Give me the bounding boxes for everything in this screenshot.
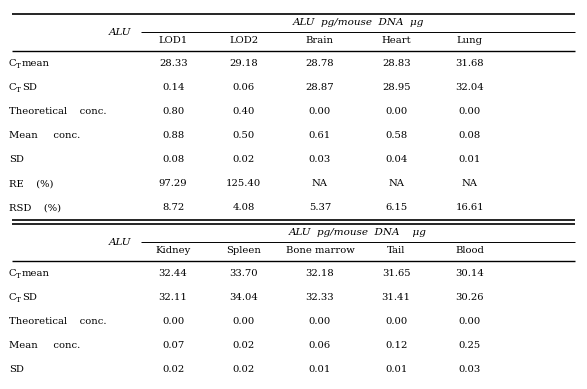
Text: 0.03: 0.03 [309, 155, 331, 164]
Text: 32.18: 32.18 [306, 268, 334, 278]
Text: 32.11: 32.11 [158, 293, 188, 302]
Text: 28.95: 28.95 [382, 82, 410, 92]
Text: T: T [16, 62, 21, 70]
Text: 0.02: 0.02 [162, 365, 184, 374]
Text: 32.04: 32.04 [456, 82, 484, 92]
Text: 0.00: 0.00 [385, 317, 407, 326]
Text: Kidney: Kidney [156, 246, 191, 255]
Text: Bone marrow: Bone marrow [285, 246, 355, 255]
Text: 4.08: 4.08 [232, 203, 255, 212]
Text: 0.00: 0.00 [458, 317, 481, 326]
Text: 125.40: 125.40 [226, 179, 261, 188]
Text: ALU  pg/mouse  DNA  μg: ALU pg/mouse DNA μg [292, 18, 424, 26]
Text: 30.14: 30.14 [455, 268, 484, 278]
Text: SD: SD [9, 365, 23, 374]
Text: 0.40: 0.40 [232, 107, 255, 116]
Text: 0.88: 0.88 [162, 131, 184, 140]
Text: 32.33: 32.33 [306, 293, 334, 302]
Text: SD: SD [22, 82, 36, 92]
Text: 28.83: 28.83 [382, 58, 410, 68]
Text: 0.08: 0.08 [162, 155, 184, 164]
Text: LOD2: LOD2 [229, 36, 258, 45]
Text: ALU  pg/mouse  DNA    μg: ALU pg/mouse DNA μg [289, 228, 427, 237]
Text: 8.72: 8.72 [162, 203, 184, 212]
Text: Blood: Blood [455, 246, 484, 255]
Text: 0.00: 0.00 [458, 107, 481, 116]
Text: 28.87: 28.87 [306, 82, 334, 92]
Text: C: C [9, 268, 16, 278]
Text: 28.33: 28.33 [159, 58, 187, 68]
Text: mean: mean [22, 268, 50, 278]
Text: 0.80: 0.80 [162, 107, 184, 116]
Text: 32.44: 32.44 [158, 268, 188, 278]
Text: NA: NA [461, 179, 478, 188]
Text: 0.07: 0.07 [162, 341, 184, 350]
Text: 0.12: 0.12 [385, 341, 407, 350]
Text: 0.01: 0.01 [309, 365, 331, 374]
Text: C: C [9, 58, 16, 68]
Text: 0.02: 0.02 [232, 155, 255, 164]
Text: 0.58: 0.58 [385, 131, 407, 140]
Text: 0.01: 0.01 [385, 365, 407, 374]
Text: Lung: Lung [457, 36, 483, 45]
Text: SD: SD [22, 293, 36, 302]
Text: 29.18: 29.18 [230, 58, 258, 68]
Text: 34.04: 34.04 [229, 293, 258, 302]
Text: 31.41: 31.41 [382, 293, 411, 302]
Text: mean: mean [22, 58, 50, 68]
Text: Theoretical    conc.: Theoretical conc. [9, 317, 106, 326]
Text: 0.01: 0.01 [458, 155, 481, 164]
Text: ALU: ALU [109, 238, 131, 247]
Text: 0.03: 0.03 [458, 365, 481, 374]
Text: T: T [16, 296, 21, 304]
Text: 0.02: 0.02 [232, 341, 255, 350]
Text: 0.08: 0.08 [458, 131, 481, 140]
Text: 0.04: 0.04 [385, 155, 407, 164]
Text: RSD    (%): RSD (%) [9, 203, 61, 212]
Text: Mean     conc.: Mean conc. [9, 341, 80, 350]
Text: T: T [16, 272, 21, 280]
Text: RE    (%): RE (%) [9, 179, 53, 188]
Text: 0.02: 0.02 [232, 365, 255, 374]
Text: Mean     conc.: Mean conc. [9, 131, 80, 140]
Text: 0.00: 0.00 [162, 317, 184, 326]
Text: 31.65: 31.65 [382, 268, 410, 278]
Text: 6.15: 6.15 [385, 203, 407, 212]
Text: C: C [9, 293, 16, 302]
Text: 0.00: 0.00 [309, 317, 331, 326]
Text: ALU: ALU [109, 28, 131, 37]
Text: 0.14: 0.14 [162, 82, 184, 92]
Text: LOD1: LOD1 [158, 36, 188, 45]
Text: 0.50: 0.50 [232, 131, 255, 140]
Text: Brain: Brain [306, 36, 334, 45]
Text: Spleen: Spleen [226, 246, 261, 255]
Text: C: C [9, 82, 16, 92]
Text: Tail: Tail [387, 246, 406, 255]
Text: 0.00: 0.00 [309, 107, 331, 116]
Text: 31.68: 31.68 [456, 58, 484, 68]
Text: 30.26: 30.26 [456, 293, 484, 302]
Text: 28.78: 28.78 [306, 58, 334, 68]
Text: 0.61: 0.61 [309, 131, 331, 140]
Text: NA: NA [388, 179, 404, 188]
Text: Heart: Heart [382, 36, 411, 45]
Text: SD: SD [9, 155, 23, 164]
Text: NA: NA [312, 179, 328, 188]
Text: T: T [16, 86, 21, 94]
Text: 97.29: 97.29 [159, 179, 187, 188]
Text: Theoretical    conc.: Theoretical conc. [9, 107, 106, 116]
Text: 0.25: 0.25 [458, 341, 481, 350]
Text: 0.00: 0.00 [232, 317, 255, 326]
Text: 0.00: 0.00 [385, 107, 407, 116]
Text: 5.37: 5.37 [309, 203, 331, 212]
Text: 0.06: 0.06 [309, 341, 331, 350]
Text: 33.70: 33.70 [230, 268, 258, 278]
Text: 16.61: 16.61 [456, 203, 484, 212]
Text: 0.06: 0.06 [232, 82, 255, 92]
